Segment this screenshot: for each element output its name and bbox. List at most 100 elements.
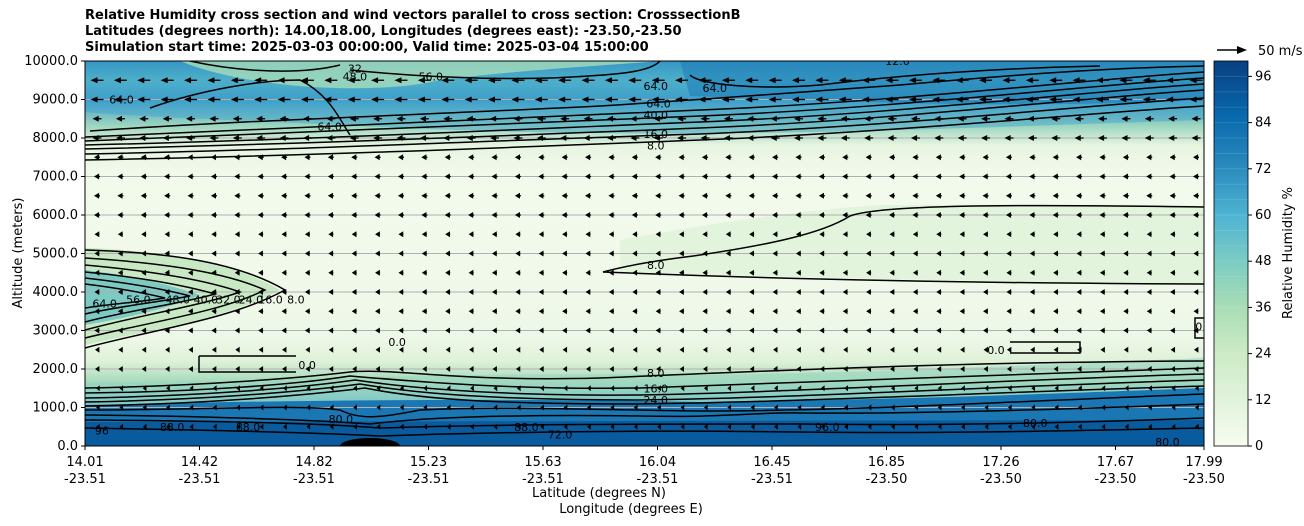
wind-vector-head bbox=[445, 327, 450, 334]
wind-vector-head bbox=[327, 173, 333, 180]
wind-vector-head bbox=[1029, 250, 1035, 257]
wind-vector-head bbox=[254, 77, 262, 84]
wind-vector-head bbox=[446, 385, 451, 392]
contour-label: 56.0 bbox=[419, 70, 444, 83]
wind-vector-head bbox=[562, 346, 568, 353]
colorbar-tick-label: 24 bbox=[1255, 347, 1272, 362]
wind-vector-head bbox=[561, 154, 567, 161]
mid-moist-region bbox=[620, 204, 1204, 285]
wind-vector-head bbox=[140, 212, 146, 218]
wind-vector-head bbox=[1076, 173, 1082, 180]
wind-vector-head bbox=[283, 423, 287, 430]
wind-vector-head bbox=[279, 135, 286, 141]
wind-vector-head bbox=[464, 77, 472, 84]
wind-vector-head bbox=[141, 366, 147, 372]
wind-vector-head bbox=[702, 308, 708, 315]
wind-vector-head bbox=[351, 154, 357, 161]
colorbar: 0 12 24 36 48 60 72 84 96 Relative Humidity % bbox=[1213, 60, 1296, 454]
wind-vector-head bbox=[632, 308, 638, 315]
wind-vector-head bbox=[770, 115, 777, 122]
wind-vector-head bbox=[982, 212, 988, 218]
wind-vector-head bbox=[374, 154, 380, 161]
wind-vector-head bbox=[1124, 385, 1129, 392]
wind-vector-head bbox=[184, 96, 192, 103]
wind-vector-head bbox=[1054, 385, 1059, 392]
wind-vector-head bbox=[1076, 154, 1082, 161]
title-line-3: Simulation start time: 2025-03-03 00:00:… bbox=[85, 40, 649, 55]
wind-vector-head bbox=[1007, 385, 1012, 392]
wind-vector-head bbox=[538, 212, 544, 218]
wind-vector-head bbox=[959, 289, 965, 295]
wind-vector-head bbox=[631, 212, 637, 218]
wind-vector-head bbox=[304, 269, 310, 276]
y-tick-label: 6000.0 bbox=[33, 208, 79, 223]
wind-vector-head bbox=[328, 250, 334, 257]
wind-vector-head bbox=[300, 77, 308, 84]
wind-vector-head bbox=[959, 212, 965, 218]
wind-vector-head bbox=[675, 96, 683, 103]
y-tick-label: 4000.0 bbox=[33, 285, 79, 300]
wind-vector-head bbox=[490, 115, 497, 122]
wind-vector-head bbox=[1121, 115, 1128, 122]
wind-vector-head bbox=[1193, 231, 1199, 238]
wind-vector-head bbox=[561, 173, 567, 180]
wind-vector-head bbox=[680, 385, 685, 392]
contour-label: 0.0 bbox=[298, 359, 316, 372]
wind-vector-head bbox=[795, 173, 801, 180]
wind-vector-head bbox=[702, 327, 708, 334]
wind-vector-head bbox=[398, 308, 404, 315]
contour-label: 64.0 bbox=[109, 94, 134, 107]
wind-vector-head bbox=[232, 115, 239, 122]
contour-label: 64.0 bbox=[703, 82, 728, 95]
wind-vector-head bbox=[212, 423, 217, 430]
colorbar-tick-label: 36 bbox=[1255, 300, 1272, 315]
wind-vector-head bbox=[209, 115, 216, 122]
wind-vector-head bbox=[865, 192, 871, 199]
wind-vector-head bbox=[1095, 96, 1103, 103]
wind-vector-head bbox=[983, 366, 988, 372]
wind-vector-head bbox=[628, 96, 636, 103]
wind-vector-head bbox=[866, 308, 871, 315]
wind-vector-head bbox=[376, 385, 381, 392]
wind-vector-head bbox=[791, 77, 799, 84]
wind-vector-head bbox=[585, 173, 591, 180]
title-line-1: Relative Humidity cross section and wind… bbox=[85, 8, 741, 23]
wind-vector-head bbox=[258, 250, 263, 257]
wind-vector-head bbox=[329, 404, 334, 411]
wind-vector-head bbox=[842, 327, 848, 334]
wind-vector-head bbox=[891, 385, 895, 392]
contour-zero-right-edge bbox=[1194, 317, 1204, 339]
contour-label: 8.0 bbox=[287, 294, 305, 307]
wind-vector-head bbox=[983, 327, 988, 334]
wind-vector-head bbox=[770, 135, 777, 141]
left-moist-core bbox=[85, 270, 200, 325]
wind-vector-head bbox=[1170, 308, 1175, 315]
wind-vector-head bbox=[1195, 385, 1199, 392]
contour-48-upper bbox=[85, 71, 1204, 138]
wind-vector-head bbox=[793, 135, 801, 141]
wind-vector-head bbox=[818, 154, 824, 161]
wind-vector-head bbox=[444, 173, 450, 180]
wind-vector-head bbox=[468, 212, 474, 218]
wind-vector-head bbox=[539, 346, 544, 353]
wind-vector-head bbox=[468, 269, 474, 276]
wind-vector-head bbox=[653, 135, 660, 141]
wind-vector-head bbox=[94, 289, 100, 295]
wind-vector-head bbox=[1029, 192, 1035, 199]
wind-vector-head bbox=[655, 192, 661, 199]
wind-vector-head bbox=[1002, 96, 1010, 103]
wind-vector-head bbox=[866, 327, 871, 334]
wind-vector-head bbox=[562, 327, 567, 334]
wind-vector-head bbox=[160, 77, 168, 84]
wind-vector-head bbox=[515, 289, 521, 295]
wind-vector-head bbox=[281, 327, 287, 334]
x-axis-label-lon: Longitude (degrees E) bbox=[559, 502, 703, 517]
wind-vector-head bbox=[140, 192, 146, 199]
wind-vector-head bbox=[562, 269, 567, 276]
contour-left-48 bbox=[85, 283, 166, 309]
wind-vector-head bbox=[421, 327, 427, 334]
wind-vector-head bbox=[421, 250, 427, 257]
wind-vector-head bbox=[655, 231, 661, 238]
wind-vector-head bbox=[632, 327, 638, 334]
wind-vector-head bbox=[96, 385, 100, 392]
